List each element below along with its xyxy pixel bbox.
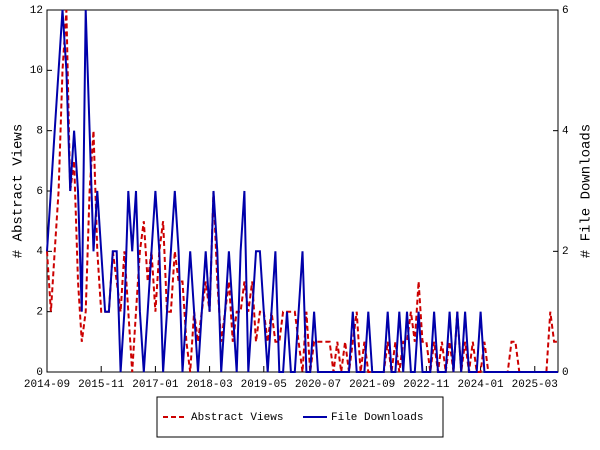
series-line [46,9,558,373]
y-tick-label: 4 [36,246,43,258]
legend-label: Abstract Views [191,412,283,424]
y2-tick-label: 4 [562,126,569,138]
y-tick-label: 6 [36,186,43,198]
y2-tick-label: 2 [562,246,569,258]
legend-label: File Downloads [331,412,423,424]
y2-tick-label: 6 [562,5,569,17]
y-tick-label: 0 [36,367,43,379]
series-line [46,9,558,373]
y-tick-label: 10 [30,65,43,77]
y-tick-label: 2 [36,307,43,319]
x-tick-label: 2018-03 [186,379,232,391]
x-tick-label: 2015-11 [78,379,125,391]
x-tick-label: 2024-01 [457,379,504,391]
x-tick-label: 2021-09 [349,379,395,391]
x-tick-label: 2020-07 [295,379,341,391]
x-tick-label: 2019-05 [241,379,287,391]
y-axis-label: # Abstract Views [11,124,27,258]
x-tick-label: 2022-11 [403,379,450,391]
y2-tick-label: 0 [562,367,569,379]
x-tick-label: 2017-01 [132,379,179,391]
x-tick-label: 2025-03 [512,379,558,391]
y2-axis-label: # File Downloads [579,124,595,258]
legend-box [156,396,444,438]
y-tick-label: 8 [36,126,43,138]
y-tick-label: 12 [30,5,43,17]
x-tick-label: 2014-09 [24,379,70,391]
